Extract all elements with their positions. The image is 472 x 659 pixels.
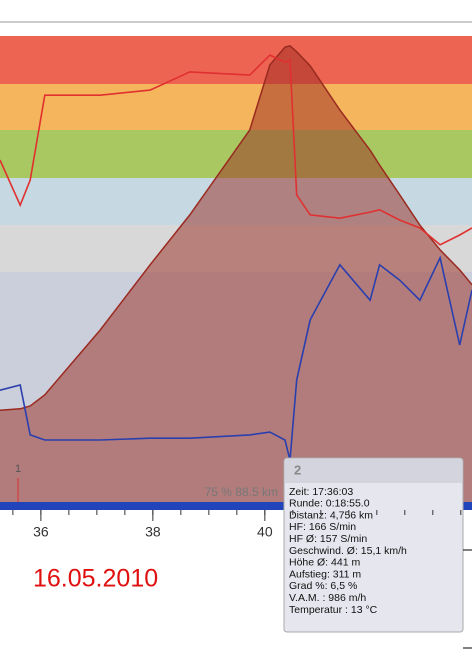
tooltip-line: HF: 166 S/min [289, 521, 356, 533]
date: 16.05.2010 [33, 565, 158, 593]
tooltip-line: Zeit: 17:36:03 [289, 486, 353, 498]
axis-bar [0, 502, 472, 510]
zone [0, 36, 472, 84]
tooltip-line: Geschwind. Ø: 15,1 km/h [289, 545, 407, 557]
altitude-line [0, 44, 472, 411]
tooltip-line: V.A.M. : 986 m/h [289, 592, 366, 604]
tooltip-line: Distanz: 4,756 km [289, 509, 373, 521]
tooltip-box [283, 457, 464, 633]
tooltip-line: HF Ø: 157 S/min [289, 533, 367, 545]
x-tick-label: 38 [145, 524, 161, 540]
tooltip-line: Grad %: 6,5 % [289, 580, 357, 592]
window-edge [463, 549, 472, 649]
tooltip-line: Höhe Ø: 441 m [289, 557, 360, 569]
series-line [0, 54, 472, 246]
tooltip-line: Temperatur : 13 °C [289, 604, 378, 616]
x-tick-label: 40 [257, 524, 273, 540]
tooltip-title: 2 [294, 462, 301, 477]
lap-marker: 1 [15, 463, 21, 475]
tooltip-header [285, 459, 462, 483]
zone [0, 84, 472, 130]
tooltip-line: Aufstieg: 311 m [289, 568, 361, 580]
altitude-area [0, 45, 472, 503]
status-text: 75 % 88.5 km [205, 485, 278, 499]
tooltip-line: Runde: 0:18:55.0 [289, 498, 370, 510]
x-tick-label: 36 [33, 524, 49, 540]
